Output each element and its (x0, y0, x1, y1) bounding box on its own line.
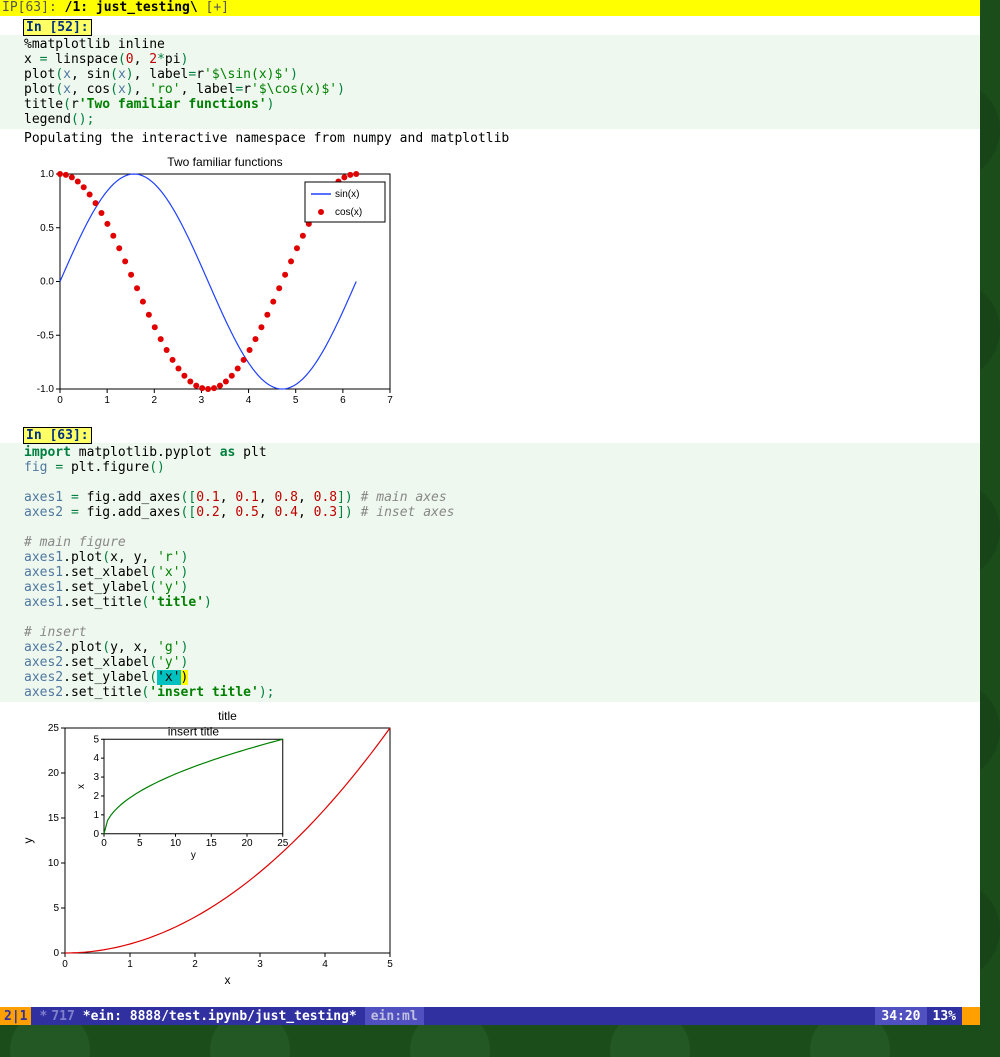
svg-text:0: 0 (101, 838, 107, 849)
svg-text:0: 0 (57, 395, 63, 406)
svg-text:2: 2 (93, 791, 99, 802)
svg-text:4: 4 (322, 959, 328, 970)
svg-text:0: 0 (93, 829, 99, 840)
svg-text:0: 0 (53, 948, 59, 959)
svg-text:-0.5: -0.5 (37, 330, 55, 341)
titlebar-modified: [+] (206, 0, 229, 15)
svg-text:3: 3 (257, 959, 263, 970)
modeline: 2|1 * 717 *ein: 8888/test.ipynb/just_tes… (0, 1007, 980, 1025)
modeline-badges: 2|1 (0, 1007, 31, 1025)
cell-output-text: Populating the interactive namespace fro… (0, 129, 980, 148)
svg-text:25: 25 (48, 723, 60, 734)
titlebar: IP[63]: /1: just_testing\ [+] (0, 0, 980, 16)
svg-text:x: x (225, 973, 231, 987)
svg-text:1: 1 (93, 810, 99, 821)
svg-text:x: x (76, 784, 87, 789)
svg-text:0.5: 0.5 (40, 223, 54, 234)
svg-text:y: y (191, 850, 196, 861)
svg-text:2: 2 (152, 395, 158, 406)
modeline-position: 34:20 (875, 1007, 926, 1025)
svg-text:5: 5 (137, 838, 143, 849)
emacs-window: IP[63]: /1: just_testing\ [+] In [52]: %… (0, 0, 980, 1025)
svg-text:25: 25 (277, 838, 289, 849)
svg-text:20: 20 (48, 768, 60, 779)
plot-two-familiar-functions: Two familiar functions 0 1 2 3 4 5 6 7 -1.0 -0.5 0.… (20, 154, 980, 414)
svg-text:cos(x): cos(x) (335, 207, 362, 218)
svg-text:5: 5 (93, 734, 99, 745)
titlebar-prefix: IP[63]: (2, 0, 65, 15)
svg-text:15: 15 (206, 838, 218, 849)
plot-title-inset: title0123450510152025xyinsert title05101… (20, 708, 980, 988)
code-cell-63[interactable]: import matplotlib.pyplot as plt fig = pl… (0, 443, 980, 702)
svg-text:20: 20 (241, 838, 253, 849)
svg-text:1.0: 1.0 (40, 169, 54, 180)
svg-text:6: 6 (340, 395, 346, 406)
modeline-percent: 13% (927, 1009, 962, 1024)
svg-text:1: 1 (104, 395, 110, 406)
code-cell-52[interactable]: %matplotlib inline x = linspace(0, 2*pi)… (0, 35, 980, 129)
svg-text:10: 10 (170, 838, 182, 849)
modeline-end-badge (962, 1007, 980, 1025)
svg-text:3: 3 (93, 772, 99, 783)
svg-text:5: 5 (387, 959, 393, 970)
titlebar-path: /1: just_testing\ (65, 0, 206, 15)
cell-prompt-63: In [63]: (24, 428, 91, 443)
svg-text:5: 5 (293, 395, 299, 406)
modeline-buffer: *ein: 8888/test.ipynb/just_testing* (83, 1009, 357, 1024)
svg-text:7: 7 (387, 395, 393, 406)
svg-text:Two familiar functions: Two familiar functions (167, 155, 282, 169)
svg-text:0: 0 (62, 959, 68, 970)
svg-text:3: 3 (199, 395, 205, 406)
svg-text:y: y (21, 838, 35, 844)
buffer-content[interactable]: In [52]: %matplotlib inline x = linspace… (0, 16, 980, 1007)
cursor: 'x' (157, 670, 180, 685)
svg-text:15: 15 (48, 813, 60, 824)
svg-text:0.0: 0.0 (40, 277, 54, 288)
svg-text:4: 4 (93, 753, 99, 764)
cell-prompt-52: In [52]: (24, 20, 91, 35)
svg-text:5: 5 (53, 903, 59, 914)
svg-text:1: 1 (127, 959, 133, 970)
svg-text:10: 10 (48, 858, 60, 869)
svg-text:-1.0: -1.0 (37, 384, 55, 395)
svg-text:title: title (218, 709, 237, 723)
svg-text:sin(x): sin(x) (335, 189, 359, 200)
modeline-mode: ein:ml (365, 1007, 424, 1025)
svg-text:4: 4 (246, 395, 252, 406)
svg-text:2: 2 (192, 959, 198, 970)
svg-text:insert title: insert title (168, 724, 220, 738)
